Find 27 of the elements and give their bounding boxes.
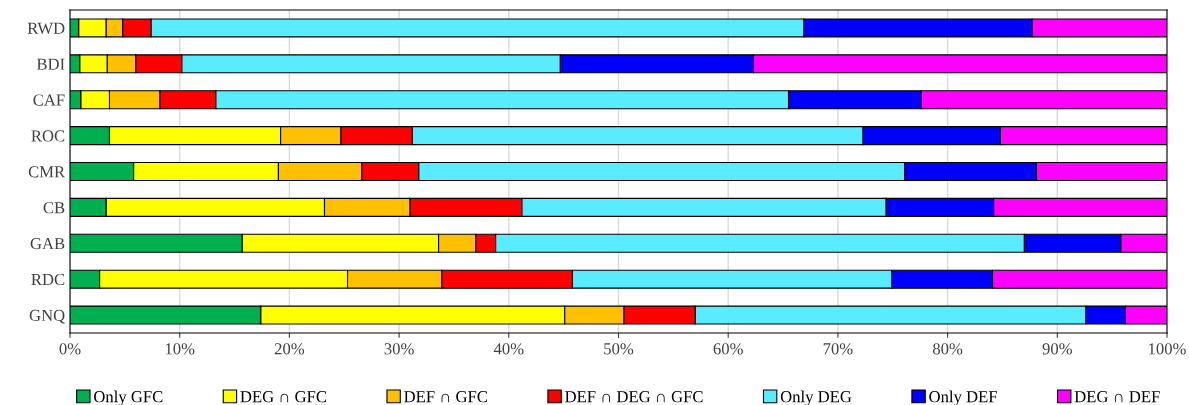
y-tick-label: CMR [28,166,66,178]
legend-label: Only DEF [929,390,997,405]
x-tick-label: 60% [713,343,743,355]
legend-label: DEF ∩ DEG ∩ GFC [565,391,703,403]
x-tick-label: 80% [932,343,963,355]
x-tick-label: 40% [493,343,524,355]
y-tick-label: ROC [31,130,65,142]
legend-label: DEG ∩ GFC [240,391,327,403]
x-tick-label: 20% [274,343,305,355]
x-tick-label: 0% [59,343,81,355]
legend-label: Only GFC [94,390,163,405]
x-tick-label: 30% [384,343,414,355]
y-tick-label: GAB [30,238,65,250]
y-tick-label: RDC [31,273,65,286]
legend-label: DEG ∩ DEF [1074,391,1160,403]
y-tick-label: CAF [33,94,65,106]
legend-label: Only DEG [780,390,852,405]
y-tick-label: CB [43,202,65,214]
x-tick-label: 10% [165,343,195,355]
legend-label: DEF ∩ GFC [404,391,487,403]
x-tick-label: 90% [1042,343,1073,355]
x-tick-label: 100% [1149,343,1186,355]
y-tick-label: GNQ [29,309,65,324]
x-tick-label: 50% [604,343,634,355]
y-tick-label: RWD [27,22,65,34]
x-tick-label: 70% [823,343,853,355]
y-tick-label: BDI [36,58,65,70]
